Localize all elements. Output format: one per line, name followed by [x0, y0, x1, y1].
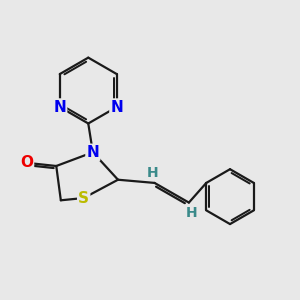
- Text: H: H: [146, 166, 158, 180]
- Text: N: N: [110, 100, 123, 115]
- Text: N: N: [86, 145, 99, 160]
- Text: O: O: [20, 155, 33, 170]
- Text: H: H: [185, 206, 197, 220]
- Text: S: S: [78, 190, 89, 206]
- Text: N: N: [53, 100, 66, 115]
